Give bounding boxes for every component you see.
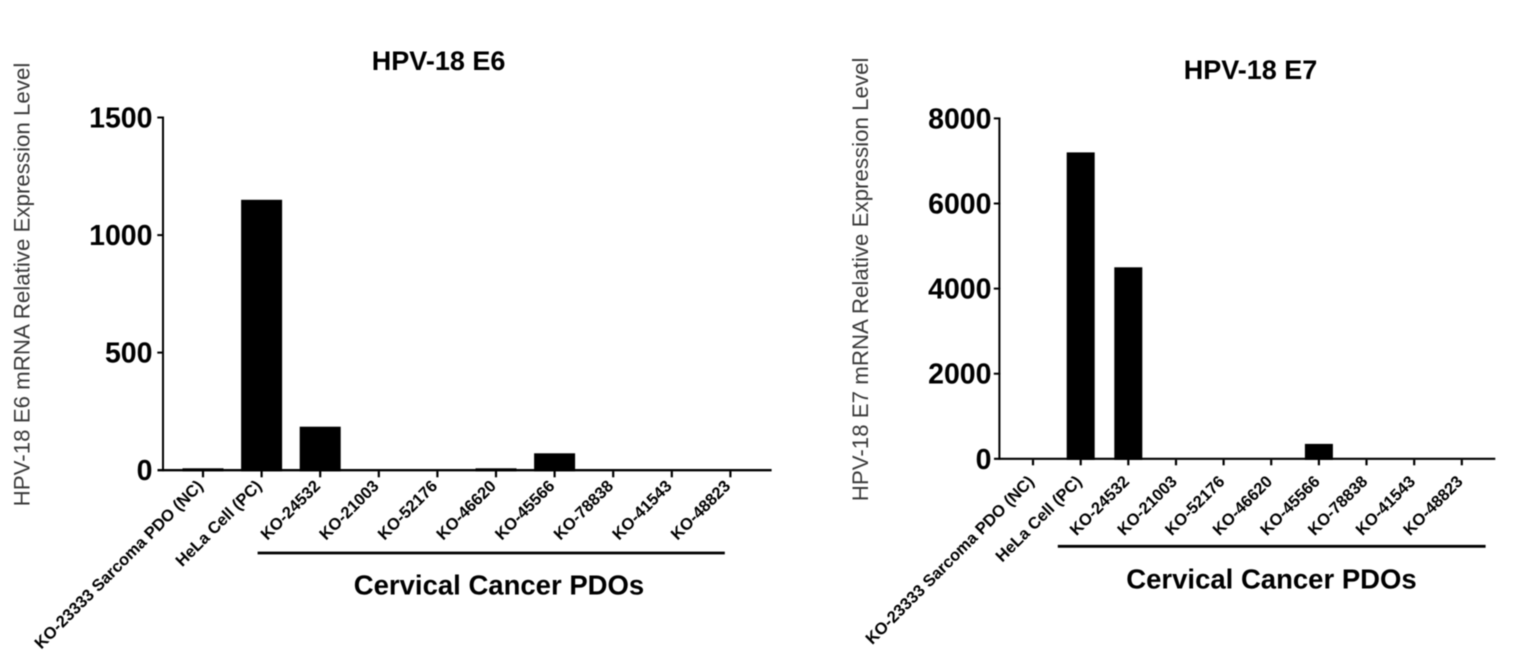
svg-text:HPV-18 E7: HPV-18 E7	[1184, 55, 1318, 85]
svg-text:4000: 4000	[928, 274, 991, 306]
svg-text:HPV-18 E7 mRNA Relative Expres: HPV-18 E7 mRNA Relative Expression Level	[848, 58, 873, 502]
svg-text:HPV-18 E6 mRNA Relative Expres: HPV-18 E6 mRNA Relative Expression Level	[10, 63, 35, 507]
svg-text:6000: 6000	[928, 189, 991, 221]
svg-text:0: 0	[137, 455, 153, 487]
svg-text:8000: 8000	[928, 103, 991, 135]
svg-text:0: 0	[976, 444, 992, 476]
svg-text:1000: 1000	[89, 220, 152, 252]
svg-text:2000: 2000	[928, 359, 991, 391]
svg-text:HPV-18 E6: HPV-18 E6	[372, 46, 506, 76]
svg-text:500: 500	[105, 338, 153, 370]
svg-text:Cervical Cancer PDOs: Cervical Cancer PDOs	[1126, 563, 1416, 594]
svg-text:1500: 1500	[89, 103, 152, 135]
svg-text:Cervical Cancer PDOs: Cervical Cancer PDOs	[354, 570, 644, 601]
